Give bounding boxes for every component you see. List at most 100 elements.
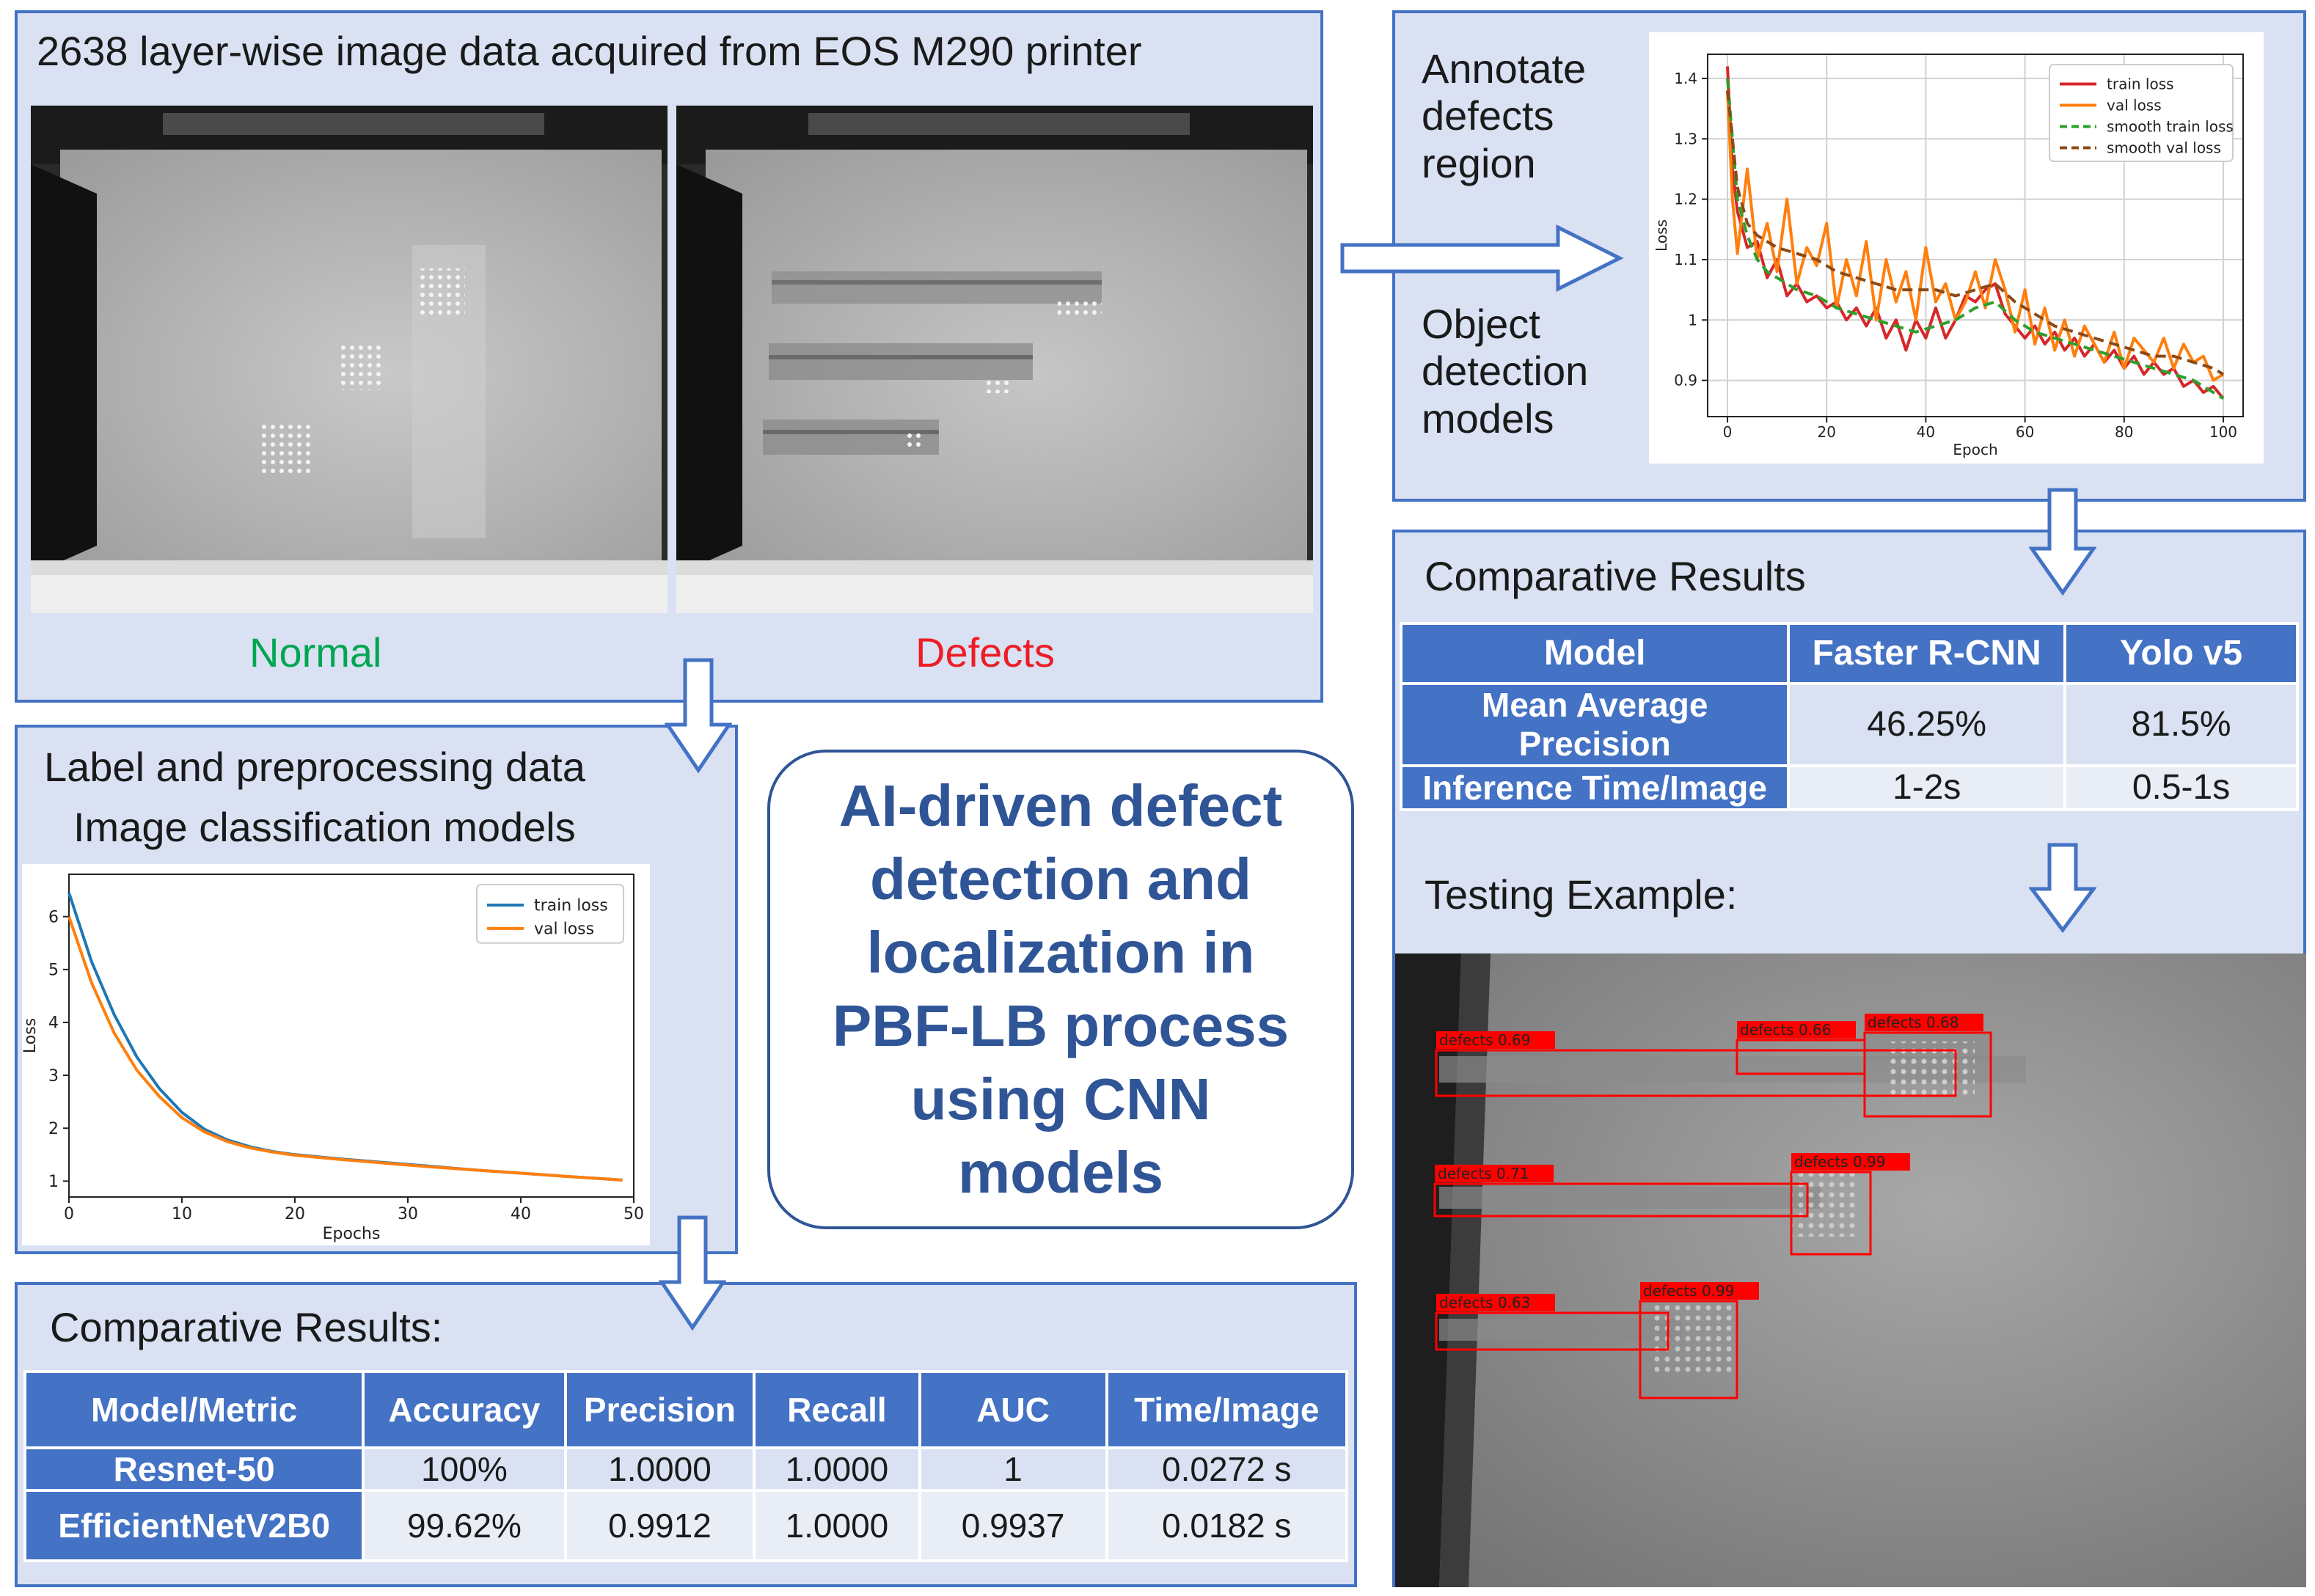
detection-label: defects 0.69: [1439, 1031, 1531, 1049]
detection-box: [1863, 1031, 1992, 1118]
defects-label: Defects: [915, 629, 1055, 676]
normal-label: Normal: [249, 629, 382, 676]
arrow-to-classification-icon: [665, 658, 732, 774]
legend-label: train loss: [534, 897, 608, 915]
y-tick-label: 1.2: [1674, 191, 1697, 208]
detection-label-bg: [1791, 1153, 1910, 1171]
cls-row-label: Resnet-50: [23, 1446, 365, 1492]
legend-label: train loss: [2107, 76, 2174, 93]
y-axis-label: Loss: [22, 1018, 40, 1053]
normal-layer-image: [31, 106, 668, 613]
testing-example-title: Testing Example:: [1425, 871, 1738, 918]
cls-cell: 0.0272 s: [1105, 1446, 1349, 1492]
detection-label-bg: [1640, 1282, 1759, 1300]
x-axis-label: Epoch: [1953, 441, 1997, 458]
detection-label-bg: [1865, 1014, 1983, 1031]
det-cell: 0.5-1s: [2063, 764, 2299, 811]
y-tick-label: 5: [48, 962, 59, 980]
classification-line-2: Image classification models: [73, 804, 576, 850]
detection-box: [1790, 1171, 1872, 1256]
detection-box: [1639, 1300, 1738, 1399]
y-tick-label: 1.3: [1674, 130, 1697, 147]
cls-cell: 1.0000: [563, 1446, 756, 1492]
annotate-defects-text: Annotate defects region: [1422, 45, 1587, 186]
classification-panel: Label and preprocessing data Image class…: [15, 725, 738, 1254]
cls-cell: 0.9937: [918, 1489, 1108, 1562]
main-title: AI-driven defect detection and localizat…: [832, 773, 1290, 1205]
det-cell: 46.25%: [1787, 682, 2067, 767]
classification-results-table: Model/Metric Accuracy Precision Recall AUC Ti…: [23, 1370, 1349, 1562]
cls-cell: 0.9912: [563, 1489, 756, 1562]
series-line-2: [1726, 78, 2225, 400]
detection-label: defects 0.99: [1794, 1153, 1886, 1171]
y-tick-label: 1: [1688, 311, 1697, 329]
detection-label: defects 0.63: [1439, 1294, 1531, 1311]
cls-header-1: Accuracy: [362, 1370, 567, 1449]
cls-header-3: Recall: [753, 1370, 921, 1449]
plot-frame: [1707, 54, 2244, 417]
detection-label: defects 0.71: [1438, 1165, 1529, 1182]
comparative-detection-title: Comparative Results: [1425, 553, 1806, 599]
legend-label: val loss: [2107, 97, 2162, 114]
y-tick-label: 1.4: [1674, 70, 1697, 87]
x-tick-label: 30: [398, 1205, 418, 1223]
detection-box: [1435, 1049, 1957, 1097]
table-row: Mean Average Precision 46.25% 81.5%: [1399, 682, 2299, 767]
arrow-to-testing-icon: [2029, 843, 2096, 934]
series-line-3: [1726, 90, 2225, 376]
legend-box: [2049, 64, 2234, 162]
cls-cell: 100%: [362, 1446, 567, 1492]
legend-label: smooth train loss: [2107, 118, 2234, 136]
y-tick-label: 3: [48, 1067, 59, 1086]
detection-box: [1433, 1182, 1809, 1218]
x-tick-label: 20: [285, 1205, 305, 1223]
legend-label: smooth val loss: [2107, 139, 2221, 157]
det-header-2: Yolo v5: [2063, 622, 2299, 685]
cls-row-label: EfficientNetV2B0: [23, 1489, 365, 1562]
series-line-1: [1726, 90, 2225, 382]
det-header-1: Faster R-CNN: [1787, 622, 2067, 685]
y-tick-label: 1.1: [1674, 251, 1697, 268]
legend-label: val loss: [534, 920, 594, 939]
detection-label-bg: [1737, 1021, 1856, 1039]
y-tick-label: 0.9: [1674, 372, 1697, 389]
x-tick-label: 10: [172, 1205, 192, 1223]
detection-label: defects 0.66: [1740, 1021, 1832, 1039]
y-tick-label: 2: [48, 1120, 59, 1138]
det-cell: 81.5%: [2063, 682, 2299, 767]
data-acquisition-title: 2638 layer-wise image data acquired from…: [37, 28, 1142, 74]
series-line-1: [67, 916, 623, 1182]
main-title-box: AI-driven defect detection and localizat…: [767, 750, 1354, 1229]
cls-header-5: Time/Image: [1105, 1370, 1349, 1449]
table-row: EfficientNetV2B0 99.62% 0.9912 1.0000 0.9937…: [23, 1489, 1349, 1562]
det-cell: 1-2s: [1787, 764, 2067, 811]
det-row-label: Inference Time/Image: [1399, 764, 1791, 811]
detection-label-bg: [1436, 1031, 1555, 1049]
x-tick-label: 80: [2115, 423, 2133, 441]
comparative-classification-title: Comparative Results:: [50, 1304, 443, 1350]
detection-label-bg: [1435, 1165, 1554, 1182]
cls-cell: 99.62%: [362, 1489, 567, 1562]
defect-layer-image: [676, 106, 1313, 613]
detection-label-bg: [1436, 1294, 1555, 1311]
table-row: Inference Time/Image 1-2s 0.5-1s: [1399, 764, 2299, 811]
x-tick-label: 100: [2209, 423, 2237, 441]
data-acquisition-panel: 2638 layer-wise image data acquired from…: [15, 10, 1323, 703]
arrow-to-comparative-icon: [2029, 488, 2096, 596]
plot-frame: [68, 874, 634, 1198]
classification-loss-chart: 0 10 20 30 40 50 1 2 3 4 5 6 Epochs Loss train loss val…: [21, 864, 650, 1245]
cls-cell: 1: [918, 1446, 1108, 1492]
cls-header-2: Precision: [563, 1370, 756, 1449]
y-tick-label: 1: [48, 1173, 59, 1191]
detection-label: defects 0.99: [1643, 1282, 1735, 1300]
det-header-0: Model: [1399, 622, 1791, 685]
x-tick-label: 0: [64, 1205, 74, 1223]
y-tick-label: 4: [48, 1014, 59, 1033]
testing-example-image: defects 0.69 defects 0.66 defects 0.68 defe…: [1395, 953, 2306, 1587]
detection-results-table: Model Faster R-CNN Yolo v5 Mean Average Pr…: [1399, 622, 2299, 811]
x-tick-label: 60: [2016, 423, 2034, 441]
classification-line-1: Label and preprocessing data: [44, 744, 585, 790]
cls-header-4: AUC: [918, 1370, 1108, 1449]
arrow-to-detection-icon: [1340, 224, 1624, 293]
y-tick-label: 6: [48, 908, 59, 926]
